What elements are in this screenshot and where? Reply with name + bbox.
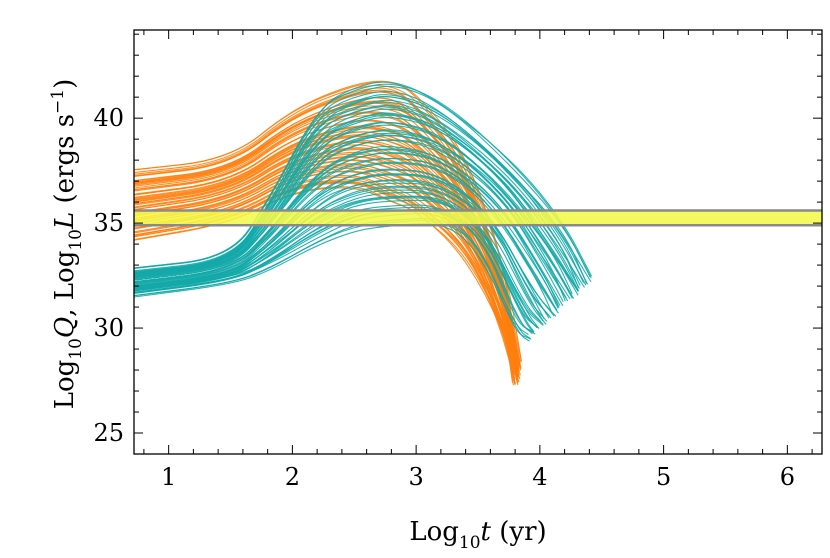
series-1-track [134,85,592,279]
series-1-track [134,124,573,296]
series-1-track [134,185,542,323]
band-layer [134,209,822,227]
series-1-track [134,199,540,329]
x-tick-label: 2 [285,463,300,491]
x-tick-label: 3 [408,463,423,491]
x-tick-label: 6 [780,463,795,491]
band-fill [134,210,822,226]
y-tick-label: 30 [93,314,124,342]
y-tick-label: 40 [93,104,124,132]
series-1-track [134,196,536,327]
series-1-track [134,121,573,295]
y-axis-title: Log10Q, Log10L (ergs s−1) [48,79,86,410]
x-tick-label: 5 [656,463,671,491]
tick-layer: 1 2 3 4 5 6 25 30 35 40 [93,30,822,491]
series-1-track [134,222,530,342]
x-tick-label: 1 [161,463,176,491]
series-1-track [134,139,569,302]
series-1-track [134,114,579,291]
series-1-track [134,179,545,320]
series-layer [134,80,593,386]
series-1-track [134,117,579,292]
x-tick-label: 4 [532,463,547,491]
series-1-track [134,135,571,300]
series-1-track [134,173,550,317]
x-axis-title: Log10t (yr) [409,517,546,553]
series-1-track [134,192,544,326]
y-tick-label: 35 [93,209,124,237]
series-1-track [134,101,581,286]
series-1-track [134,134,566,302]
plot-frame [133,29,823,455]
series-0-track [134,147,518,377]
series-0-track [134,144,516,373]
y-tick-label: 25 [93,419,124,447]
series-1-track [134,106,585,288]
series-1-track [134,219,532,340]
